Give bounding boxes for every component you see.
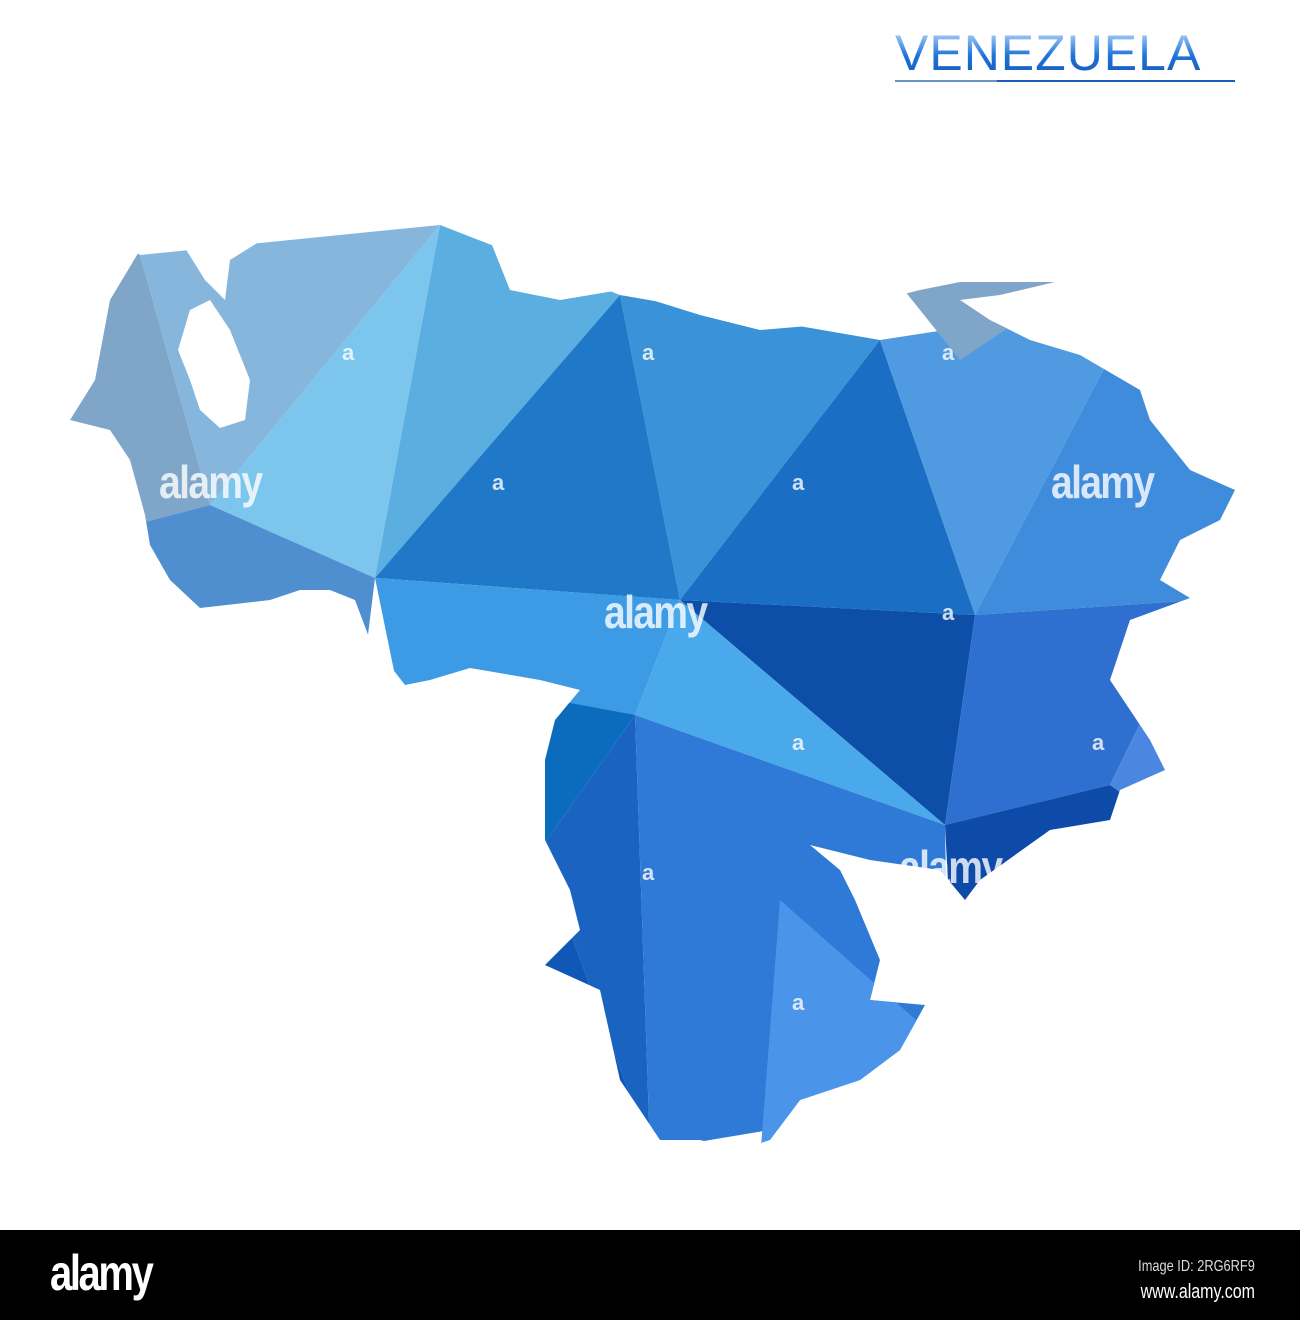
watermark-mark: a [642, 860, 655, 885]
alamy-logo: alamy [50, 1245, 154, 1301]
watermark-mark: a [942, 600, 955, 625]
facet [375, 225, 620, 578]
watermark-mark: a [1092, 730, 1105, 755]
facet [680, 340, 975, 615]
facet [945, 600, 1200, 825]
watermark: alamy [899, 841, 1003, 893]
facet [760, 900, 950, 1150]
facet [680, 600, 975, 825]
facet [540, 715, 650, 1150]
watermark-mark: a [492, 470, 505, 495]
image-id: Image ID: 2RG6RF9 [1138, 1258, 1255, 1275]
facet [620, 295, 880, 600]
facet [210, 225, 440, 578]
watermark: alamy [1051, 456, 1155, 508]
watermark-mark: a [642, 340, 655, 365]
watermark-mark: a [792, 990, 805, 1015]
map-title: VENEZUELA [895, 26, 1235, 80]
venezuela-map [70, 185, 1235, 1150]
watermark-mark: a [942, 340, 955, 365]
watermark: alamy [604, 586, 708, 638]
facet [70, 185, 210, 560]
facet [140, 225, 440, 505]
watermark-mark: a [342, 340, 355, 365]
watermark-mark: a [792, 730, 805, 755]
title-underline [895, 80, 1235, 82]
site-url: www.alamy.com [1140, 1281, 1255, 1303]
watermark-mark: a [792, 470, 805, 495]
watermark-mark: a [342, 600, 355, 625]
footer-bar: alamy Image ID: 2RG6RF9 www.alamy.com [0, 1230, 1300, 1320]
facet [375, 295, 680, 600]
facet [635, 600, 945, 825]
watermark: alamy [159, 456, 263, 508]
facet [880, 300, 1140, 615]
